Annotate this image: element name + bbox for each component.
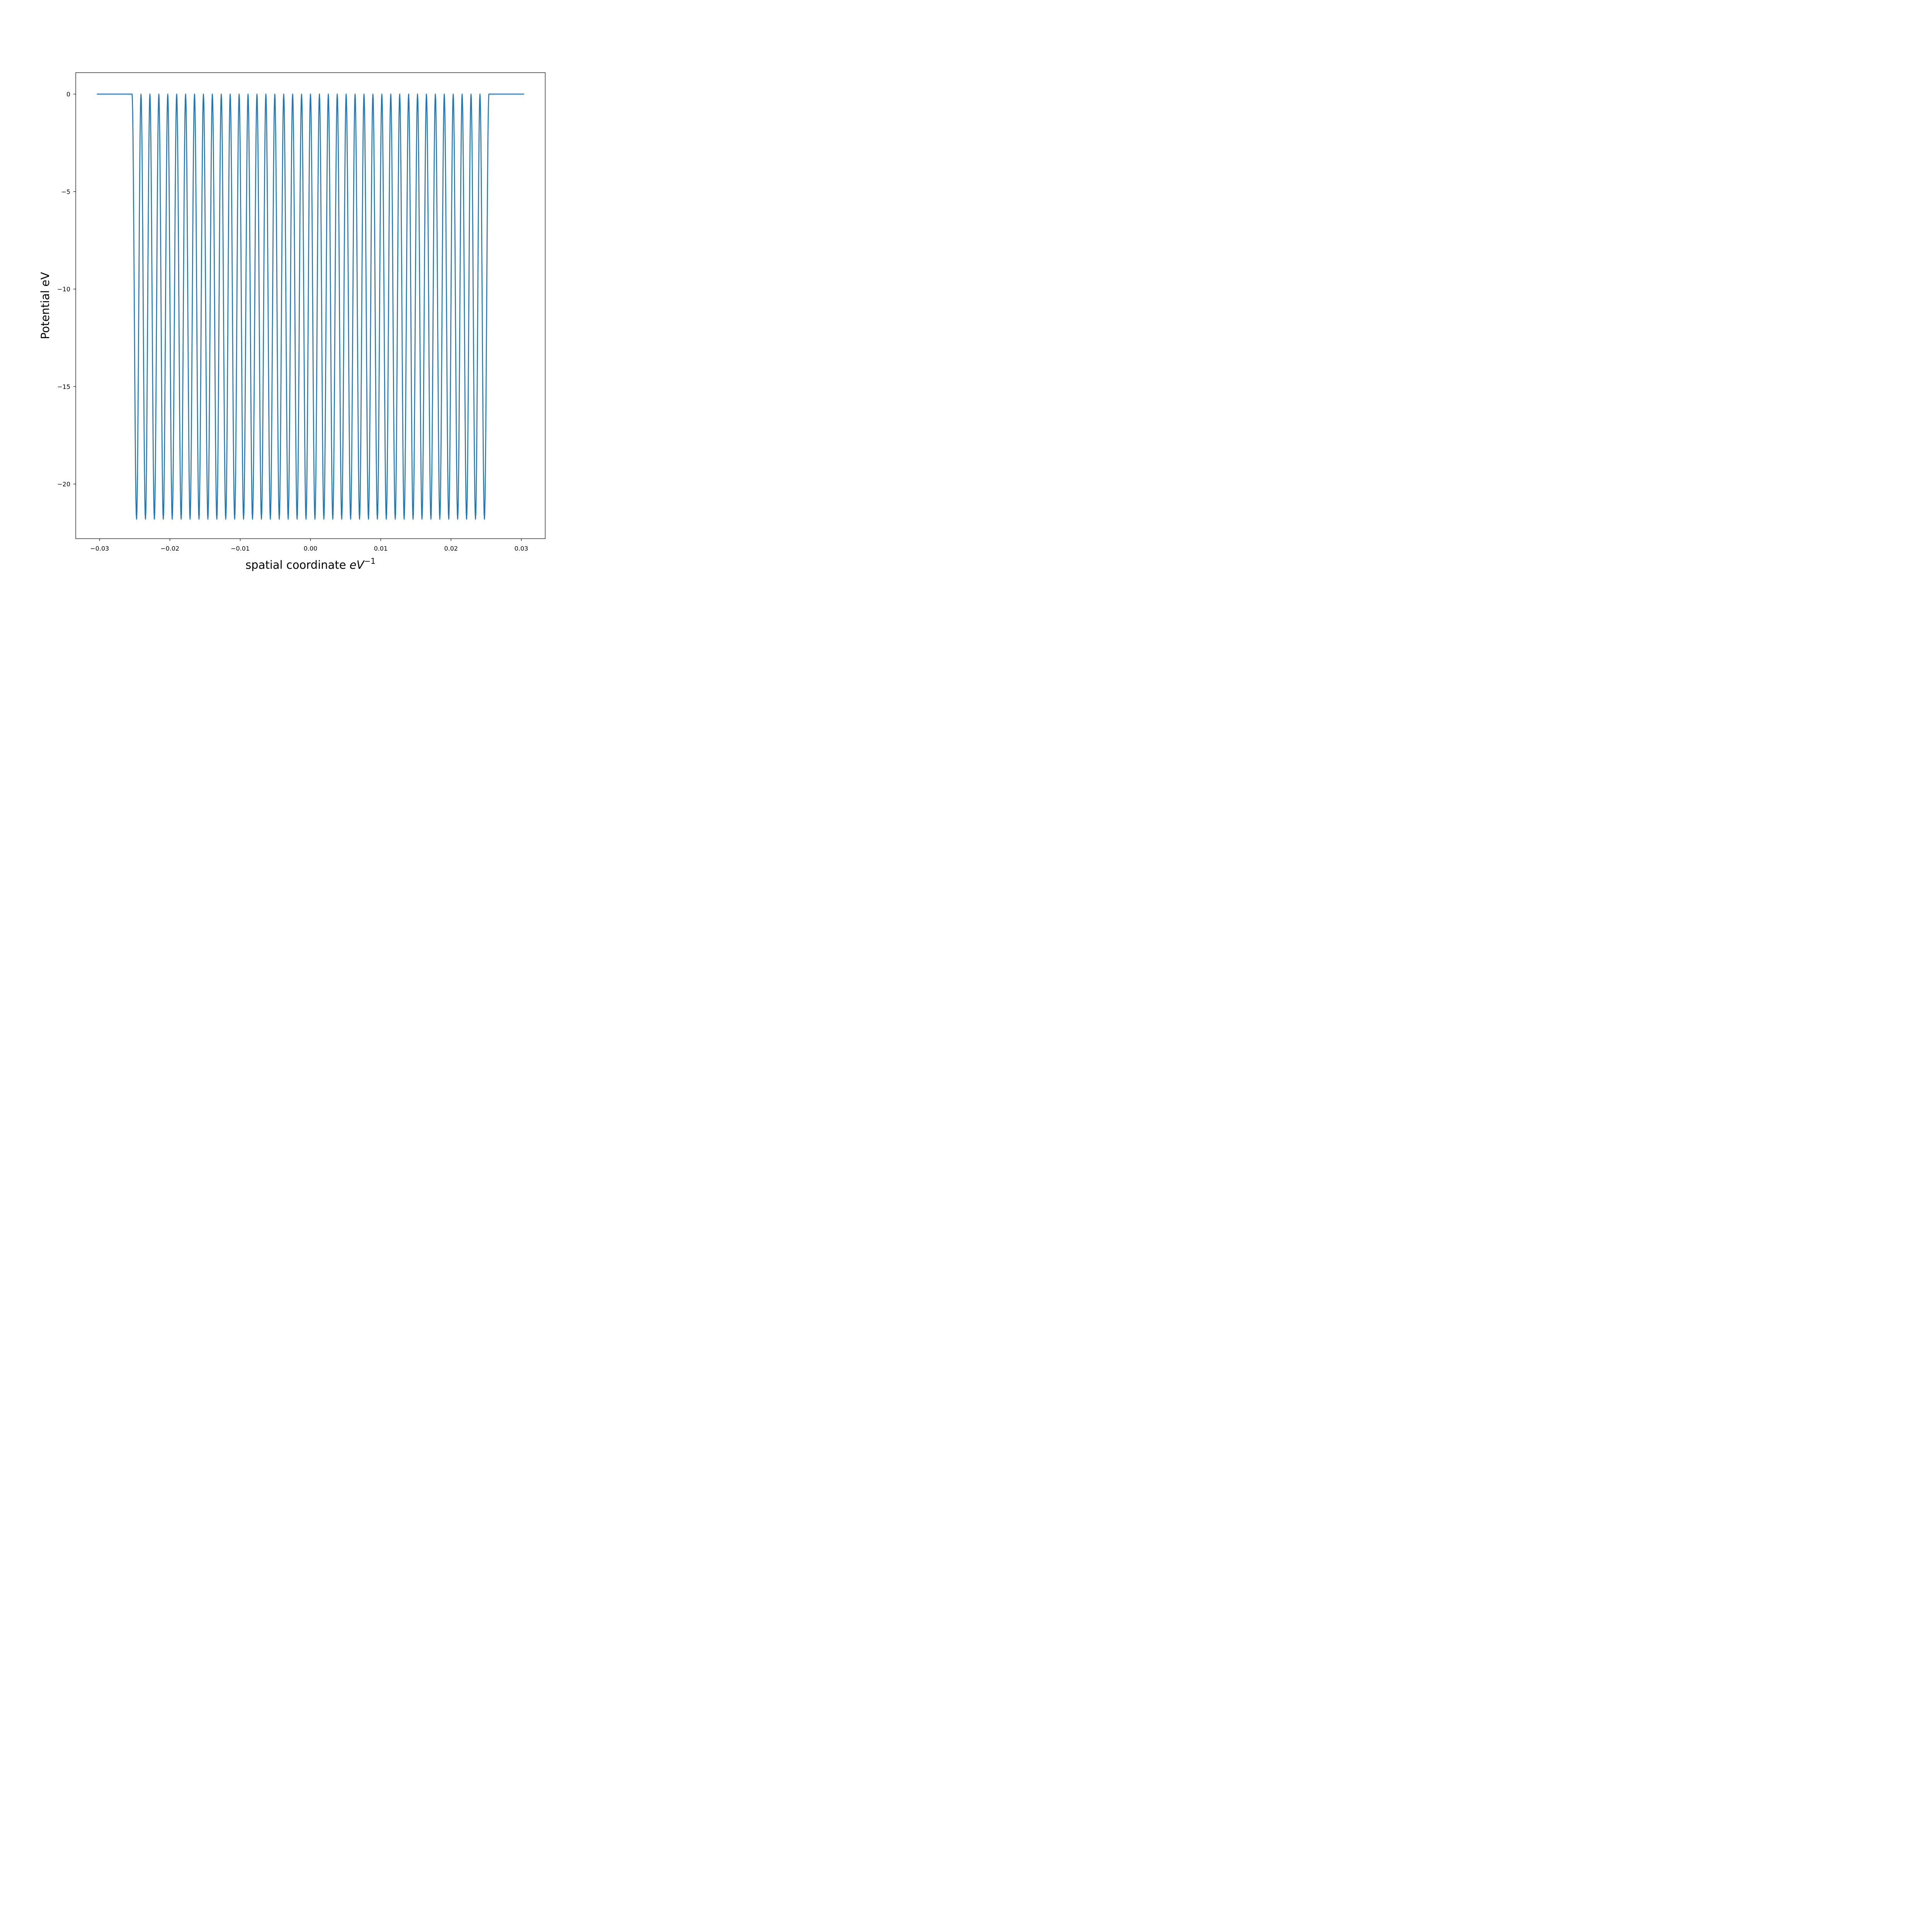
x-axis: −0.03 −0.02 −0.01 0.00 0.01 0.02 0.03 [90,539,528,552]
x-tick-label: −0.03 [90,545,109,552]
x-tick-label: −0.01 [231,545,250,552]
x-tick-label: 0.00 [304,545,318,552]
chart-figure: −0.03 −0.02 −0.01 0.00 0.01 0.02 0.03 0 −5 −10 −1… [0,0,597,597]
x-tick-label: 0.01 [374,545,388,552]
y-tick-label: −10 [57,286,70,293]
y-axis-title: Potential eV [39,272,52,339]
y-tick-label: −20 [57,481,70,488]
figure-background [0,0,597,597]
x-tick-label: 0.03 [514,545,528,552]
y-tick-label: −15 [57,383,70,390]
y-tick-label: 0 [66,91,70,98]
x-tick-label: 0.02 [444,545,458,552]
x-axis-title: spatial coordinate eV−1 [245,556,376,571]
series-line-potential [97,94,524,520]
plot-area [97,94,524,520]
x-axis-unit: eV [350,558,365,571]
y-axis: 0 −5 −10 −15 −20 [57,91,76,488]
x-tick-label: −0.02 [160,545,179,552]
y-tick-label: −5 [61,188,70,196]
x-axis-title-text: spatial coordinate [245,558,346,571]
x-axis-unit-exponent: −1 [364,556,375,566]
